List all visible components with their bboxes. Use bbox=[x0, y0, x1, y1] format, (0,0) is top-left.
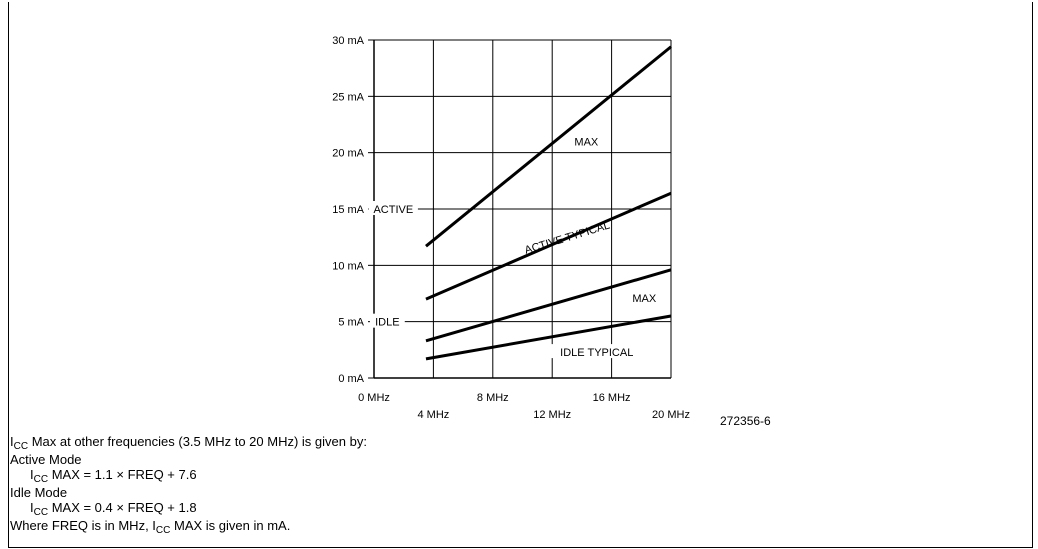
y-tick-label: 10 mA bbox=[332, 260, 364, 272]
series-layer bbox=[425, 45, 672, 361]
annotation: MAX bbox=[572, 133, 601, 148]
series-line bbox=[425, 268, 672, 343]
y-tick-label: 5 mA bbox=[338, 317, 364, 329]
note-active-sub: CC bbox=[33, 474, 49, 485]
note-where-sub: CC bbox=[155, 524, 171, 536]
note-where-text: MAX is given in mA. bbox=[170, 517, 291, 533]
note-where-pre: Where FREQ is in MHz, I bbox=[10, 517, 156, 533]
annotation: IDLE bbox=[369, 313, 405, 329]
note-idle-formula: ICC MAX = 0.4 × FREQ + 1.8 bbox=[10, 500, 367, 518]
annotation-label: IDLE bbox=[375, 317, 399, 329]
note-intro: ICC Max at other frequencies (3.5 MHz to… bbox=[10, 434, 367, 452]
label-layer: 0 mA 5 mA 10 mA 15 mA 20 mA 25 mA 30 mA 0 MHz 8 … bbox=[332, 35, 690, 421]
annotation: IDLE TYPICAL bbox=[550, 344, 643, 359]
note-where: Where FREQ is in MHz, ICC MAX is given i… bbox=[10, 518, 367, 536]
series-line bbox=[425, 314, 672, 361]
annotation-label: MAX bbox=[632, 293, 657, 305]
note-idle-pre: I bbox=[30, 500, 34, 515]
note-intro-text: Max at other frequencies (3.5 MHz to 20 … bbox=[28, 434, 367, 449]
annotation: MAX bbox=[630, 290, 659, 305]
annotation-label: ACTIVE bbox=[373, 204, 413, 216]
figure-frame bbox=[8, 2, 1033, 548]
note-intro-sub: CC bbox=[13, 441, 29, 452]
annotation-label: IDLE TYPICAL bbox=[560, 347, 633, 359]
x-tick-label: 12 MHz bbox=[533, 409, 571, 421]
x-tick-label: 20 MHz bbox=[652, 409, 690, 421]
annotation-bg bbox=[572, 133, 601, 148]
annotation: ACTIVE bbox=[368, 201, 418, 216]
grid-layer bbox=[368, 39, 672, 379]
note-active-mode: Active Mode bbox=[10, 451, 82, 467]
note-idle-sub: CC bbox=[33, 507, 49, 518]
annotation-label: MAX bbox=[574, 136, 599, 148]
note-active-text: MAX = 1.1 × FREQ + 7.6 bbox=[48, 467, 197, 482]
series-line bbox=[425, 45, 672, 248]
note-idle-mode: Idle Mode bbox=[10, 484, 68, 500]
y-tick-label: 0 mA bbox=[338, 373, 364, 385]
notes: ICC Max at other frequencies (3.5 MHz to… bbox=[10, 434, 367, 536]
x-tick-label: 8 MHz bbox=[477, 392, 509, 404]
x-tick-label: 4 MHz bbox=[418, 409, 450, 421]
annotation-bg bbox=[550, 344, 643, 359]
annotation-bg bbox=[368, 201, 418, 215]
note-active-pre: I bbox=[30, 467, 34, 482]
x-tick-label: 0 MHz bbox=[358, 392, 390, 404]
annotation: ACTIVE TYPICAL bbox=[523, 219, 611, 256]
y-tick-label: 15 mA bbox=[332, 204, 364, 216]
series-line bbox=[425, 191, 672, 301]
note-idle-text: MAX = 0.4 × FREQ + 1.8 bbox=[48, 500, 197, 515]
annotation-bg bbox=[369, 313, 405, 328]
y-tick-label: 25 mA bbox=[332, 91, 364, 103]
y-tick-label: 20 mA bbox=[332, 148, 364, 160]
note-active-formula: ICC MAX = 1.1 × FREQ + 7.6 bbox=[10, 467, 367, 485]
y-tick-label: 30 mA bbox=[332, 35, 364, 47]
x-tick-label: 16 MHz bbox=[593, 392, 631, 404]
figure-id: 272356-6 bbox=[720, 414, 771, 428]
annotation-bg bbox=[630, 290, 659, 305]
annotation-label: ACTIVE TYPICAL bbox=[523, 219, 611, 256]
note-intro-pre: I bbox=[10, 434, 14, 449]
